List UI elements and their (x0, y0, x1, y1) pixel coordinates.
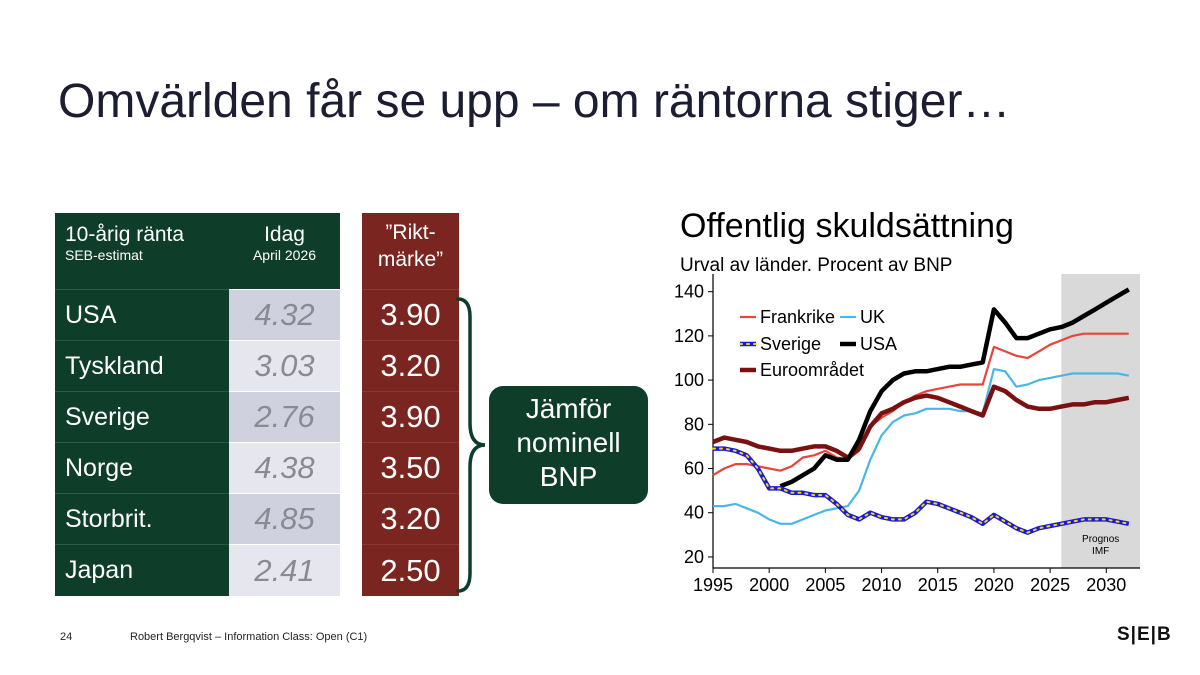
legend-label-usa: USA (860, 334, 897, 354)
seb-logo: S|E|B (1117, 624, 1172, 645)
rate-table: 10-årig ränta SEB-estimat USA Tyskland S… (55, 213, 459, 596)
footer-text: Robert Bergqvist – Information Class: Op… (130, 631, 368, 643)
x-tick-label: 1995 (693, 575, 733, 595)
y-tick-label: 80 (684, 414, 704, 434)
x-tick-label: 2025 (1030, 575, 1070, 595)
idag-cell: 4.32 (229, 289, 340, 340)
y-tick-label: 100 (674, 370, 704, 390)
x-tick-label: 2000 (749, 575, 789, 595)
legend-label-frankrike: Frankrike (760, 307, 835, 327)
callout-line2: nominell (516, 427, 621, 458)
riktmarke-cell: 3.20 (362, 493, 459, 544)
legend-label-sverige: Sverige (760, 334, 821, 354)
callout-line1: Jämför (525, 393, 612, 424)
idag-cell: 4.85 (229, 493, 340, 544)
riktmarke-column: ”Rikt- märke” 3.90 3.20 3.90 3.50 3.20 2… (362, 213, 459, 596)
page-title: Omvärlden får se upp – om räntorna stige… (58, 75, 1011, 128)
idag-cell: 2.76 (229, 391, 340, 442)
country-header: 10-årig ränta SEB-estimat (55, 213, 229, 289)
y-tick-label: 40 (684, 503, 704, 523)
x-tick-label: 2030 (1086, 575, 1126, 595)
riktmarke-cell: 3.90 (362, 391, 459, 442)
series-line-sverige (713, 446, 1130, 535)
country-cell: Japan (55, 544, 229, 596)
y-tick-label: 120 (674, 326, 704, 346)
idag-cell: 2.41 (229, 544, 340, 596)
chart-title: Offentlig skuldsättning (680, 207, 1014, 245)
riktmarke-cell: 3.50 (362, 442, 459, 493)
country-cell: Norge (55, 442, 229, 493)
curly-brace (456, 297, 486, 593)
x-tick-label: 2010 (862, 575, 902, 595)
idag-header: Idag April 2026 (229, 213, 340, 289)
idag-cell: 3.03 (229, 340, 340, 391)
compare-gdp-callout: Jämför nominell BNP (489, 386, 648, 504)
riktmarke-cell: 3.90 (362, 289, 459, 340)
legend-label-euroområdet: Euroområdet (760, 360, 864, 380)
riktmarke-header: ”Rikt- märke” (362, 213, 459, 289)
page-number: 24 (60, 631, 73, 643)
chart-subtitle: Urval av länder. Procent av BNP (680, 255, 953, 276)
y-tick-label: 20 (684, 547, 704, 567)
y-tick-label: 140 (674, 282, 704, 302)
y-tick-label: 60 (684, 459, 704, 479)
country-column: 10-årig ränta SEB-estimat USA Tyskland S… (55, 213, 229, 596)
idag-cell: 4.38 (229, 442, 340, 493)
riktmarke-cell: 3.20 (362, 340, 459, 391)
idag-column: Idag April 2026 4.32 3.03 2.76 4.38 4.85… (229, 213, 340, 596)
series-line-uk (713, 368, 1130, 525)
series-line-usa (779, 287, 1130, 489)
forecast-label: Prognos (1082, 534, 1119, 545)
table-spacer (340, 213, 362, 596)
country-cell: Storbrit. (55, 493, 229, 544)
x-tick-label: 2005 (805, 575, 845, 595)
country-header-label: 10-årig ränta (65, 223, 185, 246)
riktmarke-header-line2: märke” (377, 248, 444, 271)
riktmarke-header-line1: ”Rikt- (385, 221, 436, 244)
callout-line3: BNP (539, 461, 598, 492)
riktmarke-cell: 2.50 (362, 544, 459, 596)
country-cell: Sverige (55, 391, 229, 442)
series-line-euroområdet (712, 384, 1130, 460)
forecast-label: IMF (1092, 546, 1109, 557)
country-subheader-label: SEB-estimat (65, 247, 143, 263)
legend-label-uk: UK (860, 307, 885, 327)
country-cell: Tyskland (55, 340, 229, 391)
series-line-frankrike (712, 332, 1129, 477)
country-cell: USA (55, 289, 229, 340)
x-tick-label: 2015 (918, 575, 958, 595)
idag-subheader-label: April 2026 (252, 247, 317, 263)
x-tick-label: 2020 (974, 575, 1014, 595)
idag-header-label: Idag (264, 223, 305, 246)
